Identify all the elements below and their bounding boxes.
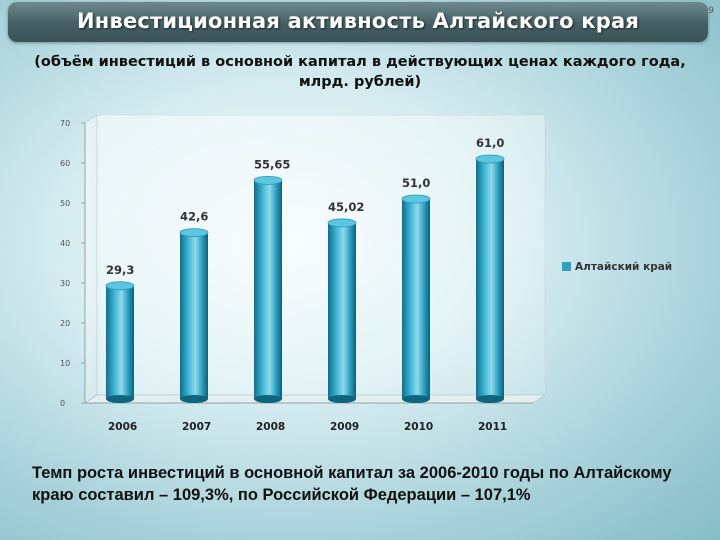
labels-layer: 2006 29,3 2007 42,6 2008 55,65 2009 45,02 2010 51… [106,136,507,433]
bars-layer [105,154,505,403]
chart-subtitle: (объём инвестиций в основной капитал в д… [34,54,686,90]
data-label: 51,0 [402,176,430,190]
bar-body [254,180,282,399]
bar-base [402,395,430,403]
x-tick-label: 2010 [404,421,433,433]
x-tick-label: 2007 [182,421,211,433]
bar-2007 [179,228,209,403]
y-tick-label: 50 [60,199,70,208]
legend-swatch [562,262,571,271]
bar-body [180,232,208,399]
bar-base [106,395,134,403]
data-label: 45,02 [328,200,364,214]
bar-2009 [327,218,357,403]
y-tick-label: 0 [60,399,65,408]
bar-base [180,395,208,403]
bar-top [253,175,283,185]
bar-2008 [253,175,283,403]
bar-top [179,228,209,238]
page-title: Инвестиционная активность Алтайского кра… [76,9,640,33]
x-tick-label: 2008 [256,421,285,433]
data-label: 42,6 [180,210,208,224]
x-tick-label: 2006 [108,421,137,433]
bar-top [105,281,135,291]
y-tick-label: 20 [60,319,70,328]
x-tick-label: 2009 [330,421,359,433]
y-tick-label: 70 [60,119,70,128]
bar-top [401,194,431,204]
bar-top [327,218,357,228]
x-tick-label: 2011 [478,421,507,433]
footnote-text: Темп роста инвестиций в основной капитал… [32,464,672,504]
bar-body [106,285,134,399]
y-tick-label: 30 [60,279,70,288]
axes-layer: 0 10 20 30 40 50 60 70 [60,114,546,408]
side-wall [84,114,98,404]
bar-top [475,154,505,164]
y-tick-label: 60 [60,159,70,168]
data-label: 55,65 [254,157,290,171]
bar-2011 [475,154,505,403]
bar-base [254,395,282,403]
data-label: 29,3 [106,263,134,277]
y-tick-label: 10 [60,359,70,368]
legend-label: Алтайский край [575,261,672,273]
y-tick-label: 40 [60,239,70,248]
bar-2006 [105,281,135,403]
bar-base [476,395,504,403]
bar-2010 [401,194,431,403]
data-label: 61,0 [476,136,504,150]
page-number: 9 [708,6,714,16]
legend: Алтайский край [562,261,672,273]
bar-base [328,395,356,403]
bar-body [328,222,356,399]
bar-body [476,159,504,399]
title-bar: Инвестиционная активность Алтайского кра… [8,2,708,42]
bar-body [402,199,430,399]
